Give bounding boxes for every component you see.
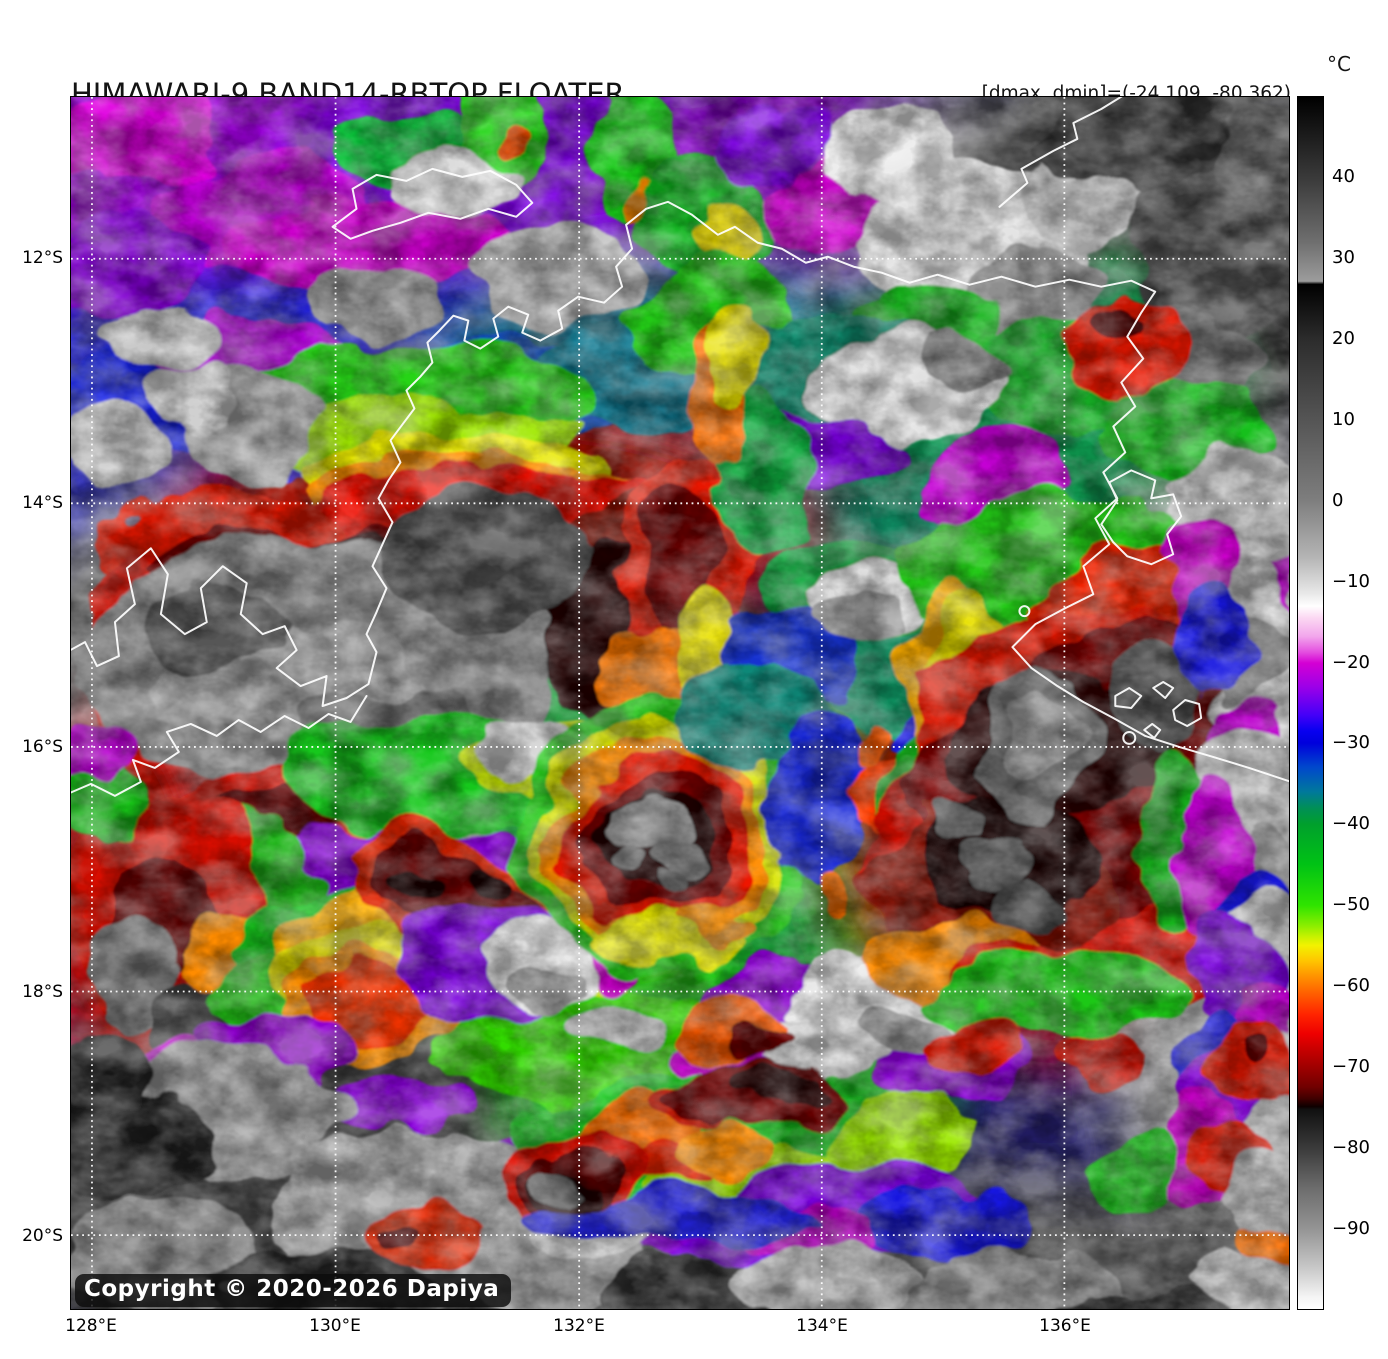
coastline-pellew-islands (1114, 681, 1203, 739)
satellite-map: Copyright © 2020-2026 Dapiya (70, 96, 1290, 1310)
colorbar-tick-label: −50 (1332, 894, 1370, 915)
copyright-badge: Copyright © 2020-2026 Dapiya (75, 1274, 512, 1307)
graticule (71, 97, 1289, 1309)
coastline-mainland (71, 200, 1289, 783)
coastline-pellew-islet (1122, 730, 1137, 745)
colorbar-tick-label: 0 (1332, 490, 1344, 511)
colorbar-unit-label: °C (1327, 52, 1351, 76)
coastline-wessel-islands (998, 97, 1123, 208)
coastline-melville-island (331, 167, 534, 240)
y-axis-tick-label: 12°S (22, 248, 63, 268)
colorbar-tick-label: −20 (1332, 652, 1370, 673)
y-axis-tick-label: 14°S (22, 493, 63, 513)
y-axis-tick-label: 20°S (22, 1226, 63, 1246)
coastline-overlay (71, 97, 1289, 797)
x-axis-tick-label: 130°E (309, 1316, 361, 1336)
colorbar-tick-label: −60 (1332, 975, 1370, 996)
x-axis-tick-label: 134°E (796, 1316, 848, 1336)
colorbar-tick-label: 30 (1332, 247, 1355, 268)
colorbar-tick-label: −30 (1332, 732, 1370, 753)
coastline-groote-eylandt (1100, 469, 1183, 566)
colorbar-tick-label: 40 (1332, 166, 1355, 187)
colorbar (1297, 96, 1324, 1310)
colorbar-tick-label: −80 (1332, 1137, 1370, 1158)
colorbar-tick-label: 20 (1332, 328, 1355, 349)
page-title: HIMAWARI-9 BAND14-RBTOP FLOATER (71, 77, 625, 111)
y-axis-tick-label: 18°S (22, 982, 63, 1002)
satellite-imagery (71, 97, 1289, 1309)
x-axis-tick-label: 128°E (65, 1316, 117, 1336)
colorbar-tick-label: −40 (1332, 813, 1370, 834)
colorbar-tick-label: 10 (1332, 409, 1355, 430)
coastline-maria-island (1018, 605, 1031, 618)
y-axis-tick-label: 16°S (22, 737, 63, 757)
colorbar-tick-label: −10 (1332, 571, 1370, 592)
coastline-kimberley-detail (71, 695, 368, 797)
colorbar-tick-label: −70 (1332, 1056, 1370, 1077)
colorbar-tick-label: −90 (1332, 1218, 1370, 1239)
x-axis-tick-label: 132°E (553, 1316, 605, 1336)
x-axis-tick-label: 136°E (1039, 1316, 1091, 1336)
